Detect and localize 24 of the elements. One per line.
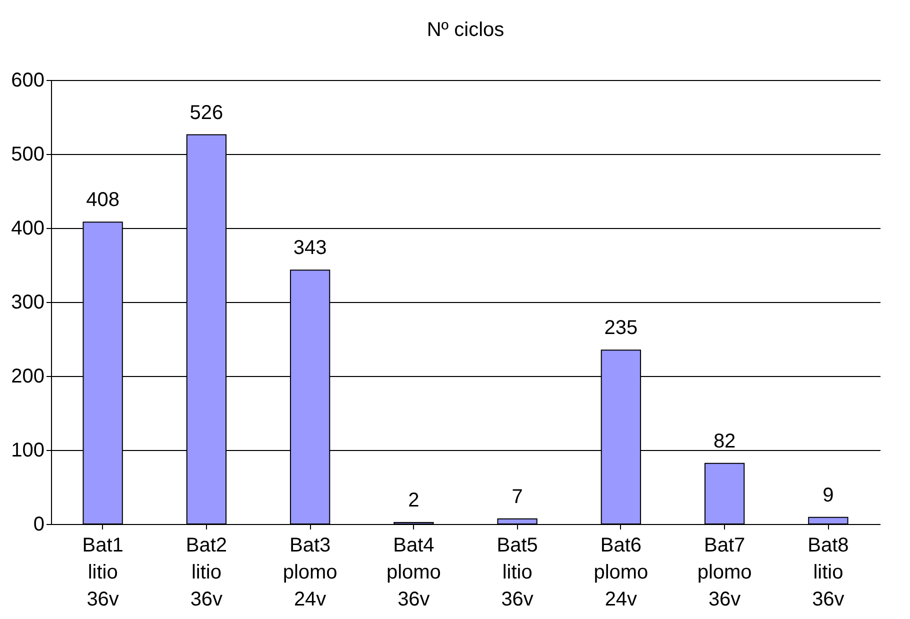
y-tick-label: 200 xyxy=(11,366,44,388)
y-tick-label: 400 xyxy=(11,218,44,240)
x-tick-label: Bat7 plomo 36v xyxy=(697,534,752,610)
x-tick-label: Bat6 plomo 24v xyxy=(594,534,648,610)
y-tick-label: 600 xyxy=(11,70,44,92)
y-tick-label: 100 xyxy=(11,440,44,462)
x-tick-label: Bat1 litio 36v xyxy=(82,534,124,610)
data-label: 526 xyxy=(190,102,224,124)
x-tick-label: Bat8 litio 36v xyxy=(808,534,849,610)
data-label: 408 xyxy=(86,189,120,212)
y-tick-label: 300 xyxy=(11,292,44,314)
y-tick-label: 500 xyxy=(11,144,44,166)
data-label: 343 xyxy=(293,237,327,260)
data-label: 7 xyxy=(512,486,523,508)
data-label: 82 xyxy=(713,430,736,452)
x-tick-label: Bat4 plomo 36v xyxy=(386,534,441,610)
data-label: 2 xyxy=(408,490,420,512)
data-label: 235 xyxy=(604,317,638,340)
x-tick-label: Bat3 plomo 24v xyxy=(282,534,338,610)
chart-title: Nº ciclos xyxy=(426,19,504,41)
y-tick-label: 0 xyxy=(33,514,44,536)
data-label: 9 xyxy=(822,484,834,506)
x-tick-label: Bat2 litio 36v xyxy=(186,534,228,610)
x-tick-label: Bat5 litio 36v xyxy=(496,534,538,610)
